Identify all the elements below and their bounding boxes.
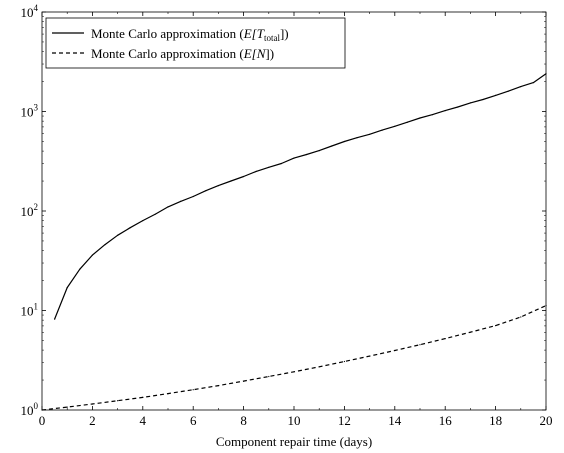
series-1-point bbox=[192, 195, 194, 198]
series-1-point bbox=[217, 185, 219, 187]
series-2-point bbox=[369, 355, 371, 357]
series-1-point bbox=[343, 140, 345, 143]
series-1-point bbox=[331, 145, 333, 147]
series-2-point bbox=[419, 344, 421, 346]
series-1-point bbox=[142, 220, 144, 222]
series-1-point bbox=[444, 110, 446, 112]
x-tick-label: 0 bbox=[39, 413, 46, 428]
x-tick-label: 2 bbox=[89, 413, 96, 428]
series-1-point bbox=[180, 200, 182, 202]
series-1-point bbox=[356, 137, 358, 139]
series-1-point bbox=[154, 213, 156, 215]
series-2-point bbox=[545, 305, 547, 307]
series-2-point bbox=[343, 360, 345, 363]
series-1-point bbox=[318, 150, 320, 152]
series-2-point bbox=[469, 331, 471, 333]
series-2-point bbox=[268, 375, 270, 378]
y-tick-label: 101 bbox=[21, 302, 39, 319]
series-1-point bbox=[280, 162, 282, 165]
series-1-point bbox=[369, 133, 371, 135]
series-1-point bbox=[205, 190, 207, 192]
series-2-point bbox=[444, 338, 446, 340]
series-1-point bbox=[230, 180, 232, 182]
series-1-point bbox=[432, 114, 434, 116]
series-2-point bbox=[66, 406, 68, 408]
x-tick-label: 8 bbox=[240, 413, 247, 428]
legend-box bbox=[45, 17, 346, 69]
series-1-point bbox=[54, 318, 56, 320]
series-2-point bbox=[293, 371, 295, 373]
legend-label-1: Monte Carlo approximation (E[Ttotal]) bbox=[91, 26, 289, 43]
series-1-point bbox=[381, 129, 383, 131]
x-tick-label: 12 bbox=[338, 413, 351, 428]
series-2-point bbox=[318, 366, 320, 368]
series-2-point bbox=[142, 396, 144, 398]
y-tick-label: 102 bbox=[21, 202, 39, 219]
series-1-point bbox=[79, 268, 81, 270]
series-line-2 bbox=[41, 305, 547, 411]
series-1-point bbox=[495, 94, 497, 96]
y-tick-label: 103 bbox=[21, 103, 39, 120]
series-1-point bbox=[243, 175, 245, 178]
x-tick-label: 14 bbox=[388, 413, 402, 428]
series-1-point bbox=[406, 121, 408, 123]
series-1-point bbox=[104, 244, 106, 246]
series-2-point bbox=[520, 316, 522, 318]
series-1-point bbox=[394, 125, 396, 127]
series-1-point bbox=[167, 206, 169, 208]
series-1-point bbox=[117, 234, 119, 236]
legend: Monte Carlo approximation (E[Ttotal]) Mon… bbox=[45, 17, 346, 69]
series-1-point bbox=[469, 102, 471, 104]
series-2-point bbox=[243, 380, 245, 382]
x-axis-label: Component repair time (days) bbox=[216, 434, 372, 449]
series-2-point bbox=[91, 403, 93, 405]
axes-layer: 0 2 4 6 8 10 12 14 16 18 20 100 101 102 103 104 bbox=[21, 3, 553, 428]
series-1-point bbox=[91, 254, 93, 256]
series-2-point bbox=[167, 393, 169, 395]
series-2-point bbox=[192, 389, 194, 391]
series-layer bbox=[41, 73, 547, 411]
plot-frame bbox=[41, 11, 547, 411]
series-2-point bbox=[217, 385, 219, 387]
x-tick-label: 20 bbox=[540, 413, 553, 428]
series-1-point bbox=[306, 153, 308, 156]
series-1-point bbox=[457, 106, 459, 108]
plot-area bbox=[41, 11, 547, 411]
series-2-point bbox=[117, 400, 119, 402]
y-tick-label: 100 bbox=[21, 401, 39, 418]
x-tick-label: 4 bbox=[140, 413, 147, 428]
series-1-point bbox=[532, 82, 535, 84]
x-tick-label: 10 bbox=[288, 413, 301, 428]
series-1-point bbox=[255, 170, 257, 172]
series-1-point bbox=[520, 86, 522, 88]
series-line-1 bbox=[54, 73, 547, 320]
series-1-point bbox=[545, 73, 547, 75]
series-2-point bbox=[394, 349, 396, 352]
series-1-point bbox=[129, 227, 131, 229]
series-1-point bbox=[507, 90, 509, 92]
y-tick-label: 104 bbox=[21, 3, 39, 20]
x-tick-label: 6 bbox=[190, 413, 197, 428]
series-1-point bbox=[268, 166, 270, 168]
series-1-point bbox=[293, 157, 295, 159]
series-2-point bbox=[495, 325, 497, 327]
x-tick-label: 18 bbox=[489, 413, 502, 428]
series-1-point bbox=[66, 287, 68, 289]
legend-label-2: Monte Carlo approximation (E[N]) bbox=[91, 46, 274, 61]
x-tick-label: 16 bbox=[439, 413, 453, 428]
series-1-point bbox=[419, 117, 421, 119]
series-1-point bbox=[482, 98, 484, 101]
